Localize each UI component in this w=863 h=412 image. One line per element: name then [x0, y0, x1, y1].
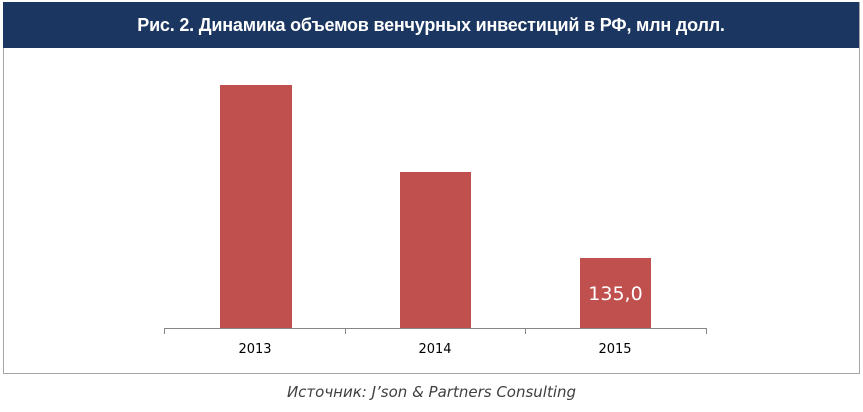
data-label-2015: 135,0 [588, 283, 643, 305]
x-axis [164, 328, 706, 329]
x-label-2013: 2013 [238, 342, 272, 357]
x-tick [164, 328, 165, 334]
x-label-2014: 2014 [418, 342, 452, 357]
bar-2015 [580, 258, 651, 328]
x-tick [345, 328, 346, 334]
x-tick [706, 328, 707, 334]
chart-panel [3, 2, 860, 374]
x-label-2015: 2015 [598, 342, 632, 357]
x-tick [525, 328, 526, 334]
source-caption: Источник: J’son & Partners Consulting [286, 383, 577, 401]
chart-title: Рис. 2. Динамика объемов венчурных инвес… [137, 14, 725, 35]
bar-2014 [400, 172, 471, 328]
chart-header: Рис. 2. Динамика объемов венчурных инвес… [3, 2, 859, 48]
bar-2013 [220, 85, 292, 328]
